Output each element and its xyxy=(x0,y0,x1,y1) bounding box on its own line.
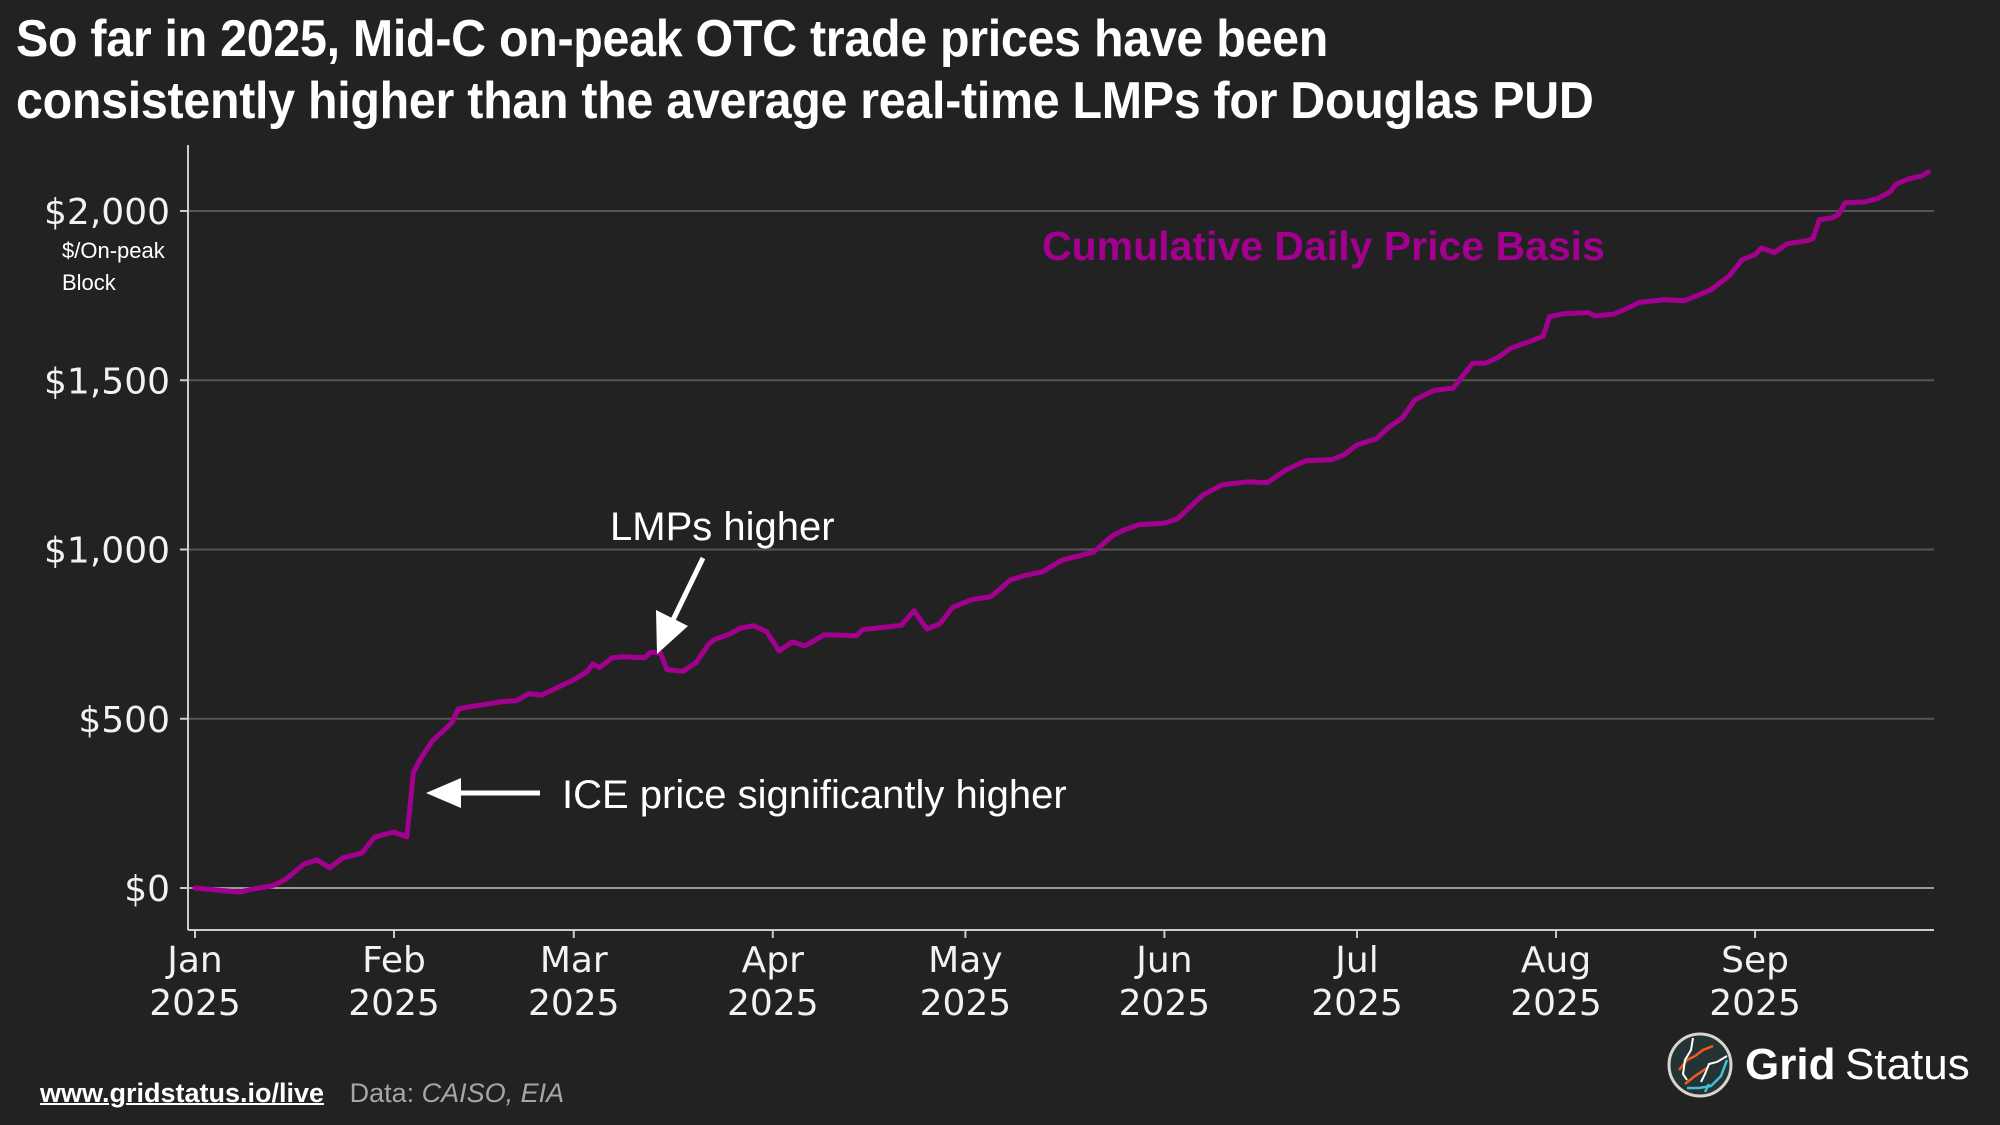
x-tick-label-month: Aug xyxy=(1521,940,1591,981)
x-tick-label-year: 2025 xyxy=(149,983,241,1024)
data-source: CAISO, EIA xyxy=(421,1078,565,1108)
x-tick-label-year: 2025 xyxy=(348,983,440,1024)
y-axis-unit-line-2: Block xyxy=(62,270,117,295)
annotation-lmps-higher-arrow xyxy=(656,556,706,654)
logo-text-grid: Grid xyxy=(1745,1040,1836,1089)
x-tick-label-year: 2025 xyxy=(528,983,620,1024)
x-tick-label-month: Apr xyxy=(742,940,804,981)
logo-text-status: Status xyxy=(1845,1040,1970,1089)
x-tick-label-year: 2025 xyxy=(727,983,819,1024)
x-tick-label-month: Jan xyxy=(165,940,223,981)
x-tick-label-month: Jul xyxy=(1333,940,1378,981)
x-tick-label-month: May xyxy=(928,940,1002,981)
y-axis-unit-line-1: $/On-peak xyxy=(62,238,166,263)
gridstatus-link[interactable]: www.gridstatus.io/live xyxy=(40,1078,325,1108)
annotation-ice-higher: ICE price significantly higher xyxy=(562,773,1067,817)
y-tick-label: $1,000 xyxy=(44,531,170,572)
series-line-cumulative-basis xyxy=(192,169,1931,895)
annotation-ice-higher-arrow xyxy=(426,778,540,808)
x-tick-label-year: 2025 xyxy=(1119,983,1211,1024)
series-label-cumulative-basis: Cumulative Daily Price Basis xyxy=(1042,223,1605,269)
grid-globe-icon xyxy=(1667,1032,1733,1098)
x-axis-ticks: Jan2025Feb2025Mar2025Apr2025May2025Jun20… xyxy=(149,930,1801,1024)
y-axis-ticks: $0 $500 $1,000 $1,500 $2,000 xyxy=(44,192,188,910)
x-tick-label-month: Jun xyxy=(1134,940,1192,981)
y-tick-label: $0 xyxy=(124,869,170,910)
y-tick-label: $2,000 xyxy=(44,192,170,233)
chart-title: So far in 2025, Mid-C on-peak OTC trade … xyxy=(16,8,1848,132)
footer: www.gridstatus.io/live Data: CAISO, EIA xyxy=(40,1078,564,1109)
chart-title-line-1: So far in 2025, Mid-C on-peak OTC trade … xyxy=(16,10,1328,68)
annotation-lmps-higher: LMPs higher xyxy=(610,505,835,549)
y-tick-label: $500 xyxy=(78,700,170,741)
x-tick-label-month: Mar xyxy=(540,940,608,981)
data-source-label: Data: xyxy=(349,1078,415,1108)
x-tick-label-year: 2025 xyxy=(1709,983,1801,1024)
x-tick-label-year: 2025 xyxy=(920,983,1012,1024)
gridlines xyxy=(188,210,1934,889)
gridstatus-logo: Grid Status xyxy=(1665,1030,2000,1100)
x-tick-label-month: Feb xyxy=(362,940,426,981)
x-tick-label-month: Sep xyxy=(1721,940,1789,981)
x-tick-label-year: 2025 xyxy=(1311,983,1403,1024)
chart-title-line-2: consistently higher than the average rea… xyxy=(16,72,1594,130)
axes xyxy=(187,145,1934,931)
y-tick-label: $1,500 xyxy=(44,361,170,402)
x-tick-label-year: 2025 xyxy=(1510,983,1602,1024)
